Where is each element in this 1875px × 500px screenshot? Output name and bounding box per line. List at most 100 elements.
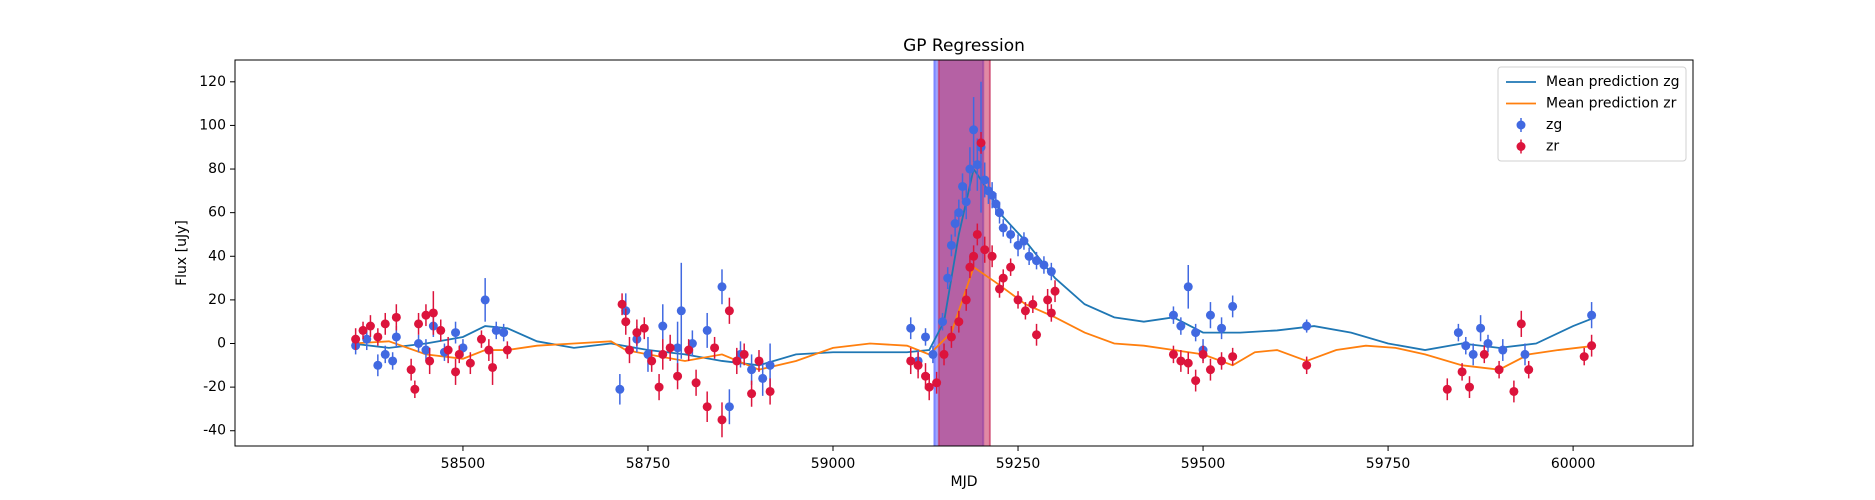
data-point: [691, 378, 701, 388]
x-tick-label: 60000: [1551, 456, 1596, 472]
y-tick-label: 120: [199, 74, 226, 90]
data-point: [484, 345, 494, 355]
data-point: [717, 282, 727, 292]
data-point: [615, 384, 625, 394]
data-point: [1176, 321, 1186, 331]
data-point: [921, 332, 931, 342]
x-tick-label: 58750: [626, 456, 671, 472]
data-point: [676, 306, 686, 316]
data-point: [946, 240, 956, 250]
data-point: [1217, 356, 1227, 366]
data-point: [1198, 349, 1208, 359]
data-point: [1453, 328, 1463, 338]
data-point: [632, 328, 642, 338]
data-point: [502, 345, 512, 355]
x-tick-label: 59500: [1181, 456, 1226, 472]
data-point: [995, 284, 1005, 294]
data-point: [1019, 236, 1029, 246]
data-point: [1183, 358, 1193, 368]
data-point: [621, 317, 631, 327]
legend-label: zr: [1546, 139, 1559, 155]
y-tick-label: -20: [203, 379, 226, 395]
legend-box: [1497, 66, 1687, 162]
data-point: [1217, 323, 1227, 333]
data-point: [1498, 345, 1508, 355]
data-point: [1587, 310, 1597, 320]
data-point: [1046, 308, 1056, 318]
data-point: [684, 345, 694, 355]
data-point: [373, 360, 383, 370]
data-point: [1205, 365, 1215, 375]
data-point: [938, 317, 948, 327]
data-point: [765, 360, 775, 370]
data-point: [1464, 382, 1474, 392]
data-point: [991, 199, 1001, 209]
data-point: [1516, 319, 1526, 329]
data-point: [1032, 330, 1042, 340]
data-point: [673, 371, 683, 381]
data-point: [965, 262, 975, 272]
data-point: [425, 356, 435, 366]
y-tick-label: 60: [208, 205, 226, 221]
data-point: [1006, 229, 1016, 239]
data-point: [976, 138, 986, 148]
data-point: [921, 371, 931, 381]
data-point: [1302, 321, 1312, 331]
data-point: [1520, 349, 1530, 359]
legend-swatch: [1516, 120, 1526, 130]
data-point: [961, 295, 971, 305]
legend-label: zg: [1546, 117, 1562, 133]
data-point: [987, 190, 997, 200]
data-point: [391, 312, 401, 322]
data-point: [946, 332, 956, 342]
data-point: [1587, 341, 1597, 351]
data-point: [414, 319, 424, 329]
data-point: [380, 319, 390, 329]
data-point: [1168, 349, 1178, 359]
data-point: [443, 345, 453, 355]
data-point: [969, 251, 979, 261]
data-point: [1050, 286, 1060, 296]
data-point: [643, 349, 653, 359]
data-point: [980, 175, 990, 185]
data-point: [739, 349, 749, 359]
data-point: [724, 402, 734, 412]
data-point: [987, 251, 997, 261]
data-point: [765, 386, 775, 396]
data-point: [499, 328, 509, 338]
data-point: [1205, 310, 1215, 320]
data-point: [687, 339, 697, 349]
data-point: [954, 317, 964, 327]
data-point: [1494, 365, 1504, 375]
data-point: [950, 219, 960, 229]
data-point: [1468, 349, 1478, 359]
data-point: [995, 208, 1005, 218]
data-point: [702, 325, 712, 335]
data-point: [943, 273, 953, 283]
data-point: [1579, 352, 1589, 362]
data-point: [410, 384, 420, 394]
data-point: [998, 223, 1008, 233]
data-point: [998, 273, 1008, 283]
data-point: [1043, 295, 1053, 305]
data-point: [958, 181, 968, 191]
data-point: [624, 345, 634, 355]
data-point: [932, 378, 942, 388]
y-tick-label: 100: [199, 117, 226, 133]
data-point: [406, 365, 416, 375]
data-point: [436, 325, 446, 335]
data-point: [747, 365, 757, 375]
data-point: [961, 197, 971, 207]
data-point: [732, 356, 742, 366]
data-point: [658, 349, 668, 359]
data-point: [1028, 299, 1038, 309]
data-point: [365, 321, 375, 331]
data-point: [373, 332, 383, 342]
data-point: [1024, 251, 1034, 261]
data-point: [639, 323, 649, 333]
data-point: [665, 343, 675, 353]
data-point: [1461, 341, 1471, 351]
legend-swatch: [1516, 142, 1526, 151]
data-point: [939, 349, 949, 359]
legend-label: Mean prediction zg: [1546, 74, 1680, 90]
